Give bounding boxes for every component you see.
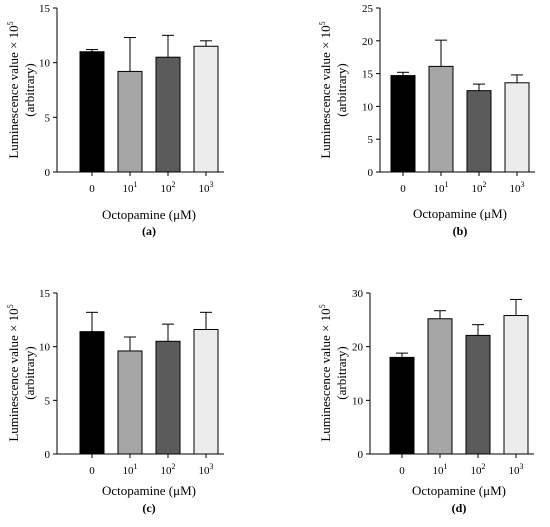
- bar: [427, 318, 453, 455]
- bar: [428, 65, 454, 173]
- y-tick-label: 20: [362, 36, 374, 48]
- y-tick-label: 5: [368, 134, 374, 146]
- y-tick-label: 10: [39, 342, 51, 354]
- x-tick-label: 101: [433, 462, 448, 477]
- y-tick-label: 15: [39, 3, 51, 15]
- x-tick-label: 0: [89, 465, 95, 477]
- x-tick-label: 103: [199, 180, 214, 195]
- bar: [390, 75, 416, 173]
- y-tick-label: 0: [368, 167, 374, 179]
- x-tick-label: 101: [123, 462, 138, 477]
- x-tick-label: 103: [510, 180, 525, 195]
- bar: [79, 331, 105, 455]
- y-axis-label: Luminescence value × 105: [318, 21, 333, 158]
- bar: [504, 82, 530, 173]
- bar: [117, 350, 143, 455]
- x-axis-label: Octopamine (μM): [413, 206, 507, 221]
- y-axis-label: Luminescence value × 105: [6, 21, 21, 158]
- chart-panel: 0 10 20 30 0 101 102 103 Luminescence value × 10…: [318, 288, 534, 515]
- y-tick-label: 15: [362, 69, 374, 81]
- y-axis-sublabel: (arbitrary): [22, 346, 37, 399]
- x-tick-label: 102: [472, 180, 487, 195]
- x-tick-label: 0: [89, 183, 95, 195]
- x-tick-label: 103: [199, 462, 214, 477]
- chart-panel: 0 5 10 15 20 25 0 101 102 103 Luminescence value ×…: [318, 3, 535, 238]
- chart-panel: 0 5 10 15 0 101 102 103 Luminescence value × 105…: [6, 288, 224, 515]
- y-tick-label: 20: [352, 342, 364, 354]
- x-tick-label: 0: [400, 183, 406, 195]
- x-axis-label: Octopamine (μM): [102, 483, 196, 498]
- panel-label: (b): [453, 224, 468, 238]
- bar: [503, 315, 529, 455]
- panel-label: (a): [142, 224, 156, 238]
- y-tick-label: 25: [362, 3, 374, 15]
- bar: [465, 334, 491, 455]
- bar: [155, 340, 181, 455]
- x-tick-label: 102: [471, 462, 486, 477]
- bar: [117, 70, 143, 173]
- y-axis-label: Luminescence value × 105: [318, 304, 333, 441]
- bar: [193, 45, 219, 173]
- bar: [466, 90, 492, 173]
- bar: [389, 356, 415, 455]
- y-axis-sublabel: (arbitrary): [334, 63, 349, 116]
- bar: [155, 56, 181, 173]
- x-tick-label: 103: [509, 462, 524, 477]
- y-tick-label: 10: [362, 101, 374, 113]
- x-tick-label: 101: [123, 180, 138, 195]
- y-tick-label: 0: [358, 449, 364, 461]
- y-axis-label: Luminescence value × 105: [6, 304, 21, 441]
- y-tick-label: 10: [352, 395, 364, 407]
- y-axis-sublabel: (arbitrary): [22, 63, 37, 116]
- y-tick-label: 10: [39, 58, 51, 70]
- x-axis-label: Octopamine (μM): [412, 483, 506, 498]
- x-axis-label: Octopamine (μM): [102, 207, 196, 222]
- x-tick-label: 102: [161, 462, 176, 477]
- bar: [79, 51, 105, 173]
- x-tick-label: 101: [434, 180, 449, 195]
- y-tick-label: 5: [45, 395, 51, 407]
- bar: [193, 328, 219, 455]
- x-tick-label: 102: [161, 180, 176, 195]
- y-axis-sublabel: (arbitrary): [334, 346, 349, 399]
- x-tick-label: 0: [399, 465, 405, 477]
- y-tick-label: 5: [45, 112, 51, 124]
- y-tick-label: 0: [45, 167, 51, 179]
- y-tick-label: 15: [39, 288, 51, 300]
- panel-label: (c): [142, 501, 155, 515]
- y-tick-label: 0: [45, 449, 51, 461]
- panel-label: (d): [452, 501, 467, 515]
- chart-panel: 0 5 10 15 0 101 102 103 Luminescence value × 105…: [6, 3, 224, 238]
- y-tick-label: 30: [352, 288, 364, 300]
